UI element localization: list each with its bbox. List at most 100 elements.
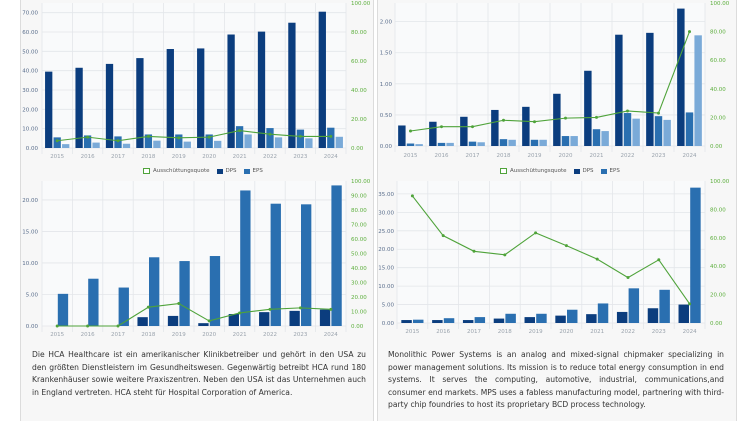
ratio-point [329, 134, 333, 138]
x-tick-label: 2021 [233, 332, 247, 338]
y-tick-label: 1.50 [380, 51, 393, 57]
bar-eps-light [508, 139, 516, 146]
ratio-point [657, 258, 661, 262]
bar-eps [623, 113, 632, 146]
bar-eps [474, 317, 486, 323]
y-tick-label: 70.00 [22, 11, 38, 17]
y-tick-label: 30.00 [378, 210, 394, 216]
bar-eps-light [446, 142, 454, 146]
ratio-point [410, 194, 414, 198]
ratio-point [207, 135, 211, 139]
bar-eps [628, 288, 640, 323]
x-tick-label: 2021 [590, 329, 604, 335]
ratio-point [564, 244, 568, 248]
y-tick-label: 0.00 [382, 321, 395, 327]
bar-eps-light [663, 119, 671, 146]
bar-eps-light [415, 144, 423, 146]
x-tick-label: 2022 [263, 332, 277, 338]
y2-tick-label: 50.00 [351, 252, 367, 258]
y-tick-label: 0.50 [380, 113, 393, 119]
y2-tick-label: 10.00 [351, 310, 367, 316]
hca-description: Die HCA Healthcare ist ein amerikanische… [32, 350, 366, 397]
bar-dps [259, 312, 270, 326]
y2-tick-label: 100.00 [351, 1, 371, 7]
bar-dps [553, 93, 561, 146]
ratio-point [441, 234, 445, 238]
bar-eps-light [539, 139, 547, 146]
x-tick-label: 2019 [529, 329, 543, 335]
x-tick-label: 2024 [683, 329, 697, 335]
bar-eps [175, 134, 183, 148]
bar-eps [205, 134, 213, 148]
bar-eps [561, 136, 570, 146]
ratio-point [177, 302, 181, 306]
y-tick-label: 10.00 [22, 127, 38, 133]
ratio-point [595, 115, 598, 119]
x-tick-label: 2016 [436, 329, 450, 335]
bar-dps [524, 317, 535, 323]
bar-eps [443, 318, 455, 323]
y-tick-label: 5.00 [26, 292, 39, 298]
x-tick-label: 2019 [172, 154, 186, 160]
bar-eps-light [632, 118, 640, 146]
bar-eps-light [244, 134, 252, 148]
bar-eps-light [335, 136, 343, 148]
bar-eps [406, 143, 415, 146]
x-tick-label: 2017 [111, 332, 125, 338]
ratio-point [329, 307, 333, 311]
x-tick-label: 2015 [404, 153, 418, 159]
ratio-point [268, 132, 272, 136]
y2-tick-label: 40.00 [710, 87, 726, 93]
y-tick-label: 50.00 [22, 49, 38, 55]
x-tick-label: 2022 [263, 154, 277, 160]
bar-eps-light [601, 131, 609, 146]
y2-tick-label: 60.00 [710, 236, 726, 242]
bar-eps [266, 128, 274, 148]
bar-eps [144, 134, 153, 148]
bar-dps [288, 22, 296, 148]
y2-tick-label: 30.00 [351, 281, 367, 287]
bar-dps [167, 315, 179, 326]
bar-dps [318, 11, 326, 149]
bar-dps [491, 109, 499, 146]
bar-eps [88, 278, 99, 326]
bar-eps-light [694, 35, 702, 147]
ratio-point [471, 125, 474, 129]
y-tick-label: 30.00 [22, 88, 38, 94]
ratio-point [238, 129, 242, 133]
x-tick-label: 2023 [652, 153, 666, 159]
y-tick-label: 0.00 [26, 146, 39, 152]
y2-tick-label: 20.00 [710, 115, 726, 121]
x-tick-label: 2020 [559, 329, 573, 335]
bar-dps [319, 309, 331, 326]
x-tick-label: 2017 [466, 153, 480, 159]
bar-eps [57, 293, 69, 326]
chart-bottom-left: 0.00 5.00 10.00 15.00 20.00 0.00 10.00 20.00 30.… [22, 179, 371, 338]
y-tick-label: 2.00 [380, 20, 393, 26]
bar-dps [429, 121, 437, 146]
y2-tick-label: 40.00 [351, 88, 367, 94]
ratio-point [55, 324, 59, 328]
bar-eps-light [92, 142, 100, 148]
ratio-point [688, 302, 692, 306]
x-tick-label: 2017 [467, 329, 481, 335]
x-tick-label: 2018 [141, 332, 155, 338]
y-tick-label: 0.00 [380, 144, 393, 150]
legend-dps-label: DPS [582, 168, 594, 174]
bar-dps [401, 320, 412, 323]
legend-dps-swatch [216, 168, 223, 174]
ratio-point [146, 134, 150, 138]
y-tick-label: 20.00 [378, 247, 394, 253]
bar-dps [460, 116, 468, 146]
ratio-point [534, 231, 538, 235]
y2-tick-label: 100.00 [351, 179, 371, 185]
y2-tick-label: 20.00 [710, 293, 726, 299]
x-tick-label: 2015 [50, 332, 64, 338]
bar-dps [678, 304, 689, 323]
y2-tick-label: 80.00 [351, 30, 367, 36]
bar-dps [398, 125, 406, 146]
bar-eps [209, 256, 221, 326]
bar-eps [235, 126, 244, 148]
y2-tick-label: 40.00 [710, 264, 726, 270]
ratio-point [472, 249, 476, 253]
